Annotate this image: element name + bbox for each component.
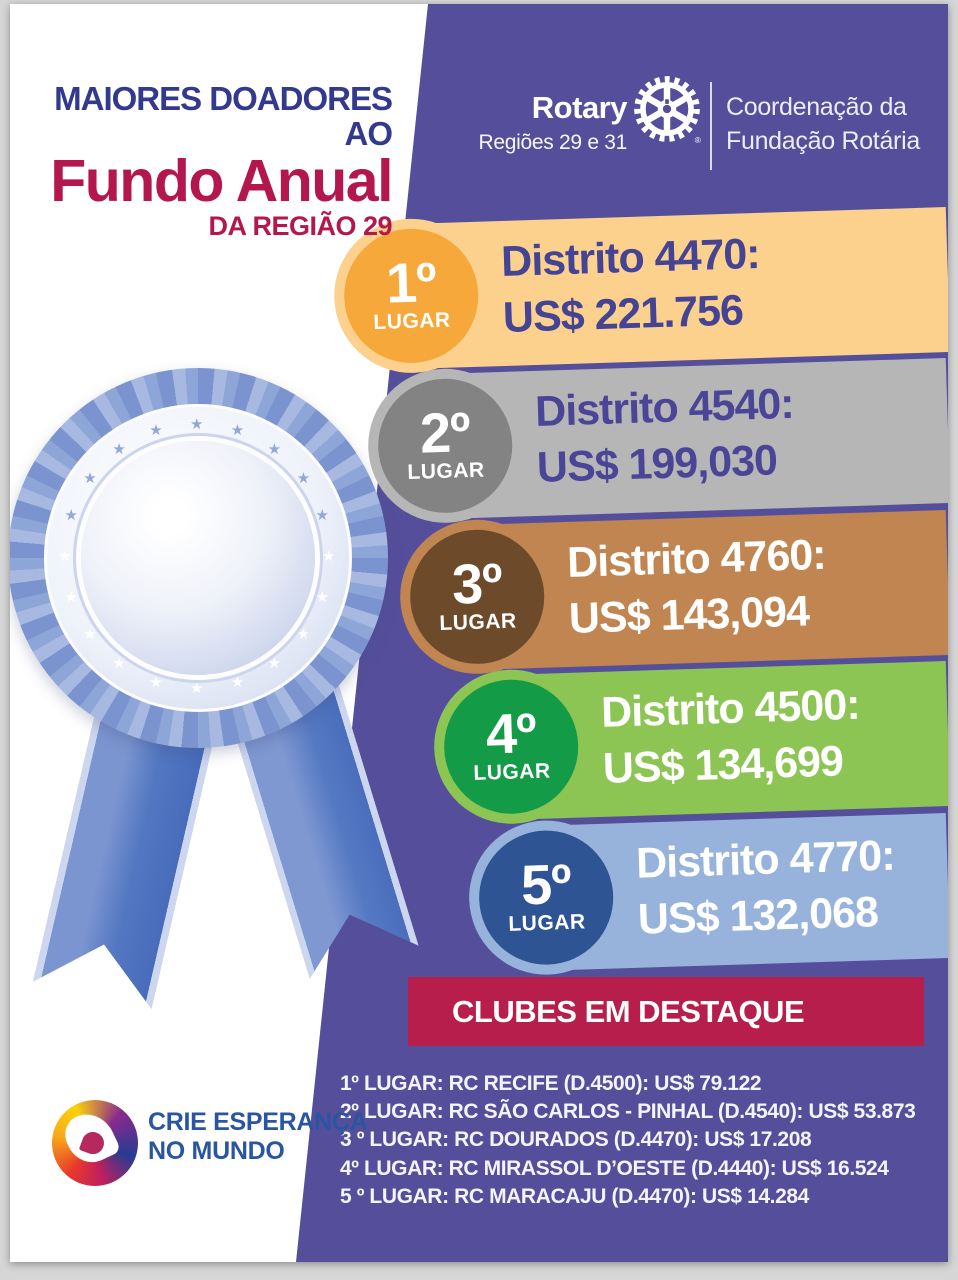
rank-bar-3: 3º LUGAR Distrito 4760: US$ 143,094 xyxy=(408,510,948,671)
rotary-wheel-icon: ® xyxy=(634,76,701,145)
clubs-list: 1º LUGAR: RC RECIFE (D.4500): US$ 79.122… xyxy=(340,1070,940,1211)
rank-word: LUGAR xyxy=(508,910,586,937)
rank-word: LUGAR xyxy=(373,308,451,335)
rank-bar-4-text: Distrito 4500: US$ 134,699 xyxy=(600,677,862,797)
org-line2: Fundação Rotária xyxy=(726,127,920,155)
title-line1: MAIORES DOADORES AO xyxy=(54,80,393,152)
amount-label: US$ 134,699 xyxy=(602,737,844,793)
clubs-banner: CLUBES EM DESTAQUE xyxy=(408,977,924,1046)
rosette-star: ★ xyxy=(190,416,204,433)
rosette-star: ★ xyxy=(315,507,329,525)
award-rosette-illustration: ★ ★ ★ ★ ★ ★ ★ ★ ★ ★ ★ ★ ★ ★ ★ ★ ★ ★ ★ ★ xyxy=(10,368,388,748)
rosette-star: ★ xyxy=(64,507,78,525)
rank-number: 5º xyxy=(519,851,572,917)
poster-page: MAIORES DOADORES AO Fundo Anual DA REGIÃ… xyxy=(10,4,948,1262)
theme-slogan: CRIE ESPERANÇA NO MUNDO xyxy=(148,1108,368,1166)
rank-bar-4: 4º LUGAR Distrito 4500: US$ 134,699 xyxy=(442,661,948,821)
district-label: Distrito 4760: xyxy=(566,530,827,587)
rosette-star: ★ xyxy=(58,548,72,565)
rosette-star: ★ xyxy=(149,422,163,440)
district-label: Distrito 4470: xyxy=(500,229,761,287)
club-line-4: 4º LUGAR: RC MIRASSOL D’OESTE (D.4440): … xyxy=(340,1156,889,1180)
title-line2: Fundo Anual xyxy=(50,148,393,215)
rosette-star: ★ xyxy=(149,673,163,691)
rank-word: LUGAR xyxy=(473,759,551,786)
amount-label: US$ 199,030 xyxy=(536,436,778,492)
rank-bar-1: 1º LUGAR Distrito 4470: US$ 221.756 xyxy=(342,207,948,370)
district-label: Distrito 4500: xyxy=(600,680,861,737)
title-line3: DA REGIÃO 29 xyxy=(208,211,392,242)
district-label: Distrito 4770: xyxy=(635,831,896,888)
rank-number: 1º xyxy=(385,249,437,315)
amount-label: US$ 221.756 xyxy=(502,286,744,342)
header-divider xyxy=(710,82,712,170)
rotary-wordmark: Rotary xyxy=(531,90,628,125)
district-label: Distrito 4540: xyxy=(534,379,795,436)
theme-slogan-line2: NO MUNDO xyxy=(148,1137,285,1165)
rosette-star: ★ xyxy=(296,470,311,488)
rank-bar-2-text: Distrito 4540: US$ 199,030 xyxy=(534,376,796,496)
rosette-star: ★ xyxy=(296,625,311,643)
rotary-header: Rotary Regiões 29 e 31 ® Coordenação da xyxy=(10,4,948,214)
rosette-star: ★ xyxy=(230,422,245,440)
rosette-star: ★ xyxy=(190,680,204,697)
theme-swirl-icon xyxy=(52,1100,138,1186)
rosette-star: ★ xyxy=(112,441,126,459)
rosette-star: ★ xyxy=(267,441,282,459)
rank-number: 3º xyxy=(450,550,503,616)
club-line-1: 1º LUGAR: RC RECIFE (D.4500): US$ 79.122 xyxy=(340,1072,762,1095)
club-line-2: 2º LUGAR: RC SÃO CARLOS - PINHAL (D.4540… xyxy=(340,1100,916,1124)
rank-bar-2: 2º LUGAR Distrito 4540: US$ 199,030 xyxy=(376,358,948,520)
club-line-5: 5 º LUGAR: RC MARACAJU (D.4470): US$ 14.… xyxy=(340,1184,809,1208)
rank-word: LUGAR xyxy=(407,458,485,485)
registered-trademark: ® xyxy=(695,135,701,145)
rosette-star: ★ xyxy=(315,588,329,606)
rosette-medal-center xyxy=(81,441,315,675)
rank-bar-5: 5º LUGAR Distrito 4770: US$ 132,068 xyxy=(477,813,948,972)
org-name-block: Coordenação da Fundação Rotária xyxy=(726,90,920,158)
rank-bar-1-text: Distrito 4470: US$ 221.756 xyxy=(500,226,762,346)
rank-bar-5-text: Distrito 4770: US$ 132,068 xyxy=(635,828,897,948)
clubs-banner-title: CLUBES EM DESTAQUE xyxy=(452,993,805,1029)
amount-label: US$ 143,094 xyxy=(568,587,810,643)
org-line1: Coordenação da xyxy=(726,93,907,121)
rosette-star: ★ xyxy=(112,654,126,672)
rotary-wordmark-block: Rotary Regiões 29 e 31 xyxy=(450,90,628,155)
theme-slogan-line1: CRIE ESPERANÇA xyxy=(148,1108,368,1136)
rosette-star: ★ xyxy=(83,470,97,488)
rank-number: 2º xyxy=(419,399,471,465)
amount-label: US$ 132,068 xyxy=(637,888,879,944)
rosette-star: ★ xyxy=(230,673,245,691)
create-hope-logo-icon xyxy=(52,1100,138,1186)
rank-number: 4º xyxy=(484,700,537,766)
rank-badge-1: 1º LUGAR xyxy=(342,226,481,365)
rank-word: LUGAR xyxy=(439,609,517,636)
rotary-regions-label: Regiões 29 e 31 xyxy=(478,131,628,154)
poster-title: MAIORES DOADORES AO Fundo Anual DA REGIÃ… xyxy=(24,80,393,242)
rank-bar-3-text: Distrito 4760: US$ 143,094 xyxy=(566,527,828,647)
club-line-3: 3 º LUGAR: RC DOURADOS (D.4470): US$ 17.… xyxy=(340,1128,812,1152)
rosette-star: ★ xyxy=(83,625,97,643)
rosette-star: ★ xyxy=(267,654,282,672)
rosette-star: ★ xyxy=(322,548,336,565)
rosette-star: ★ xyxy=(64,588,78,606)
